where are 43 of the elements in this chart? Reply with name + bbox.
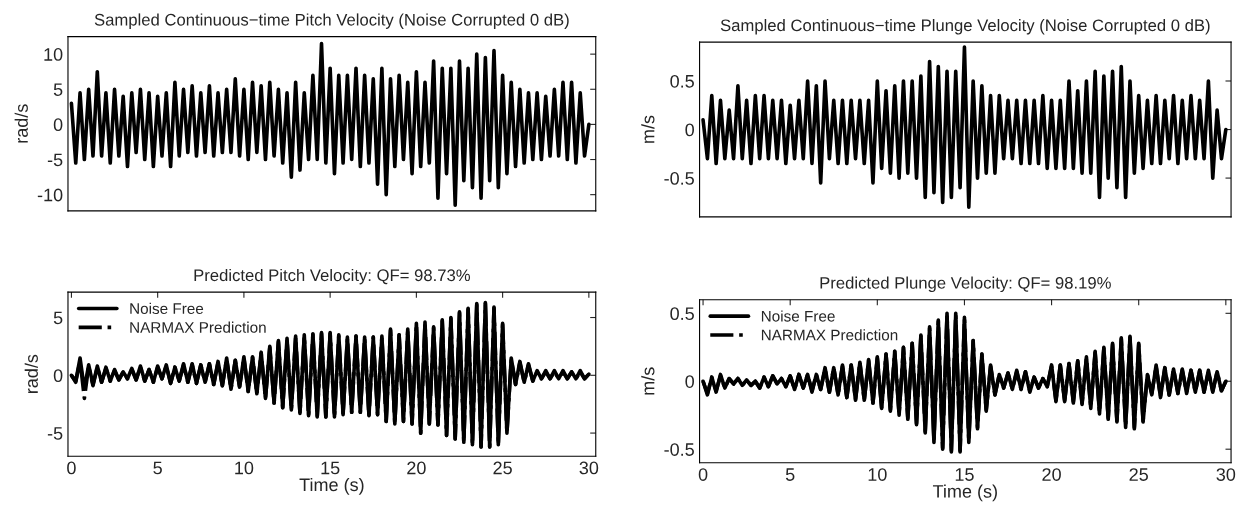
y-tick-label: -5 xyxy=(47,427,63,440)
chart-title: Predicted Pitch Velocity: QF= 98.73% xyxy=(194,268,471,285)
x-tick-label: 5 xyxy=(153,461,162,475)
x-tick-label: 15 xyxy=(321,461,340,475)
y-tick-label: 5 xyxy=(53,311,63,325)
y-tick-label: 0.5 xyxy=(670,74,694,88)
x-tick-label: 0 xyxy=(67,461,76,475)
x-tick-label: 10 xyxy=(868,468,887,481)
x-axis-title: Time (s) xyxy=(299,477,364,495)
legend-label: NARMAX Prediction xyxy=(761,329,898,341)
x-tick-label: 15 xyxy=(955,468,974,481)
chart-title: Sampled Continuous−time Plunge Velocity (Noise Corrupted 0 dB) xyxy=(720,18,1210,35)
y-axis-title: rad/s xyxy=(24,354,38,394)
y-tick-label: -5 xyxy=(47,153,63,167)
y-tick-label: -0.5 xyxy=(664,172,694,185)
y-tick-label: 10 xyxy=(44,48,63,61)
x-axis-title: Time (s) xyxy=(932,484,997,502)
x-tick-label: 5 xyxy=(785,468,795,481)
legend-label: Noise Free xyxy=(130,302,204,315)
x-tick-label: 20 xyxy=(1042,468,1061,481)
y-axis-title: rad/s xyxy=(14,104,28,143)
legend-label: Noise Free xyxy=(761,310,835,322)
y-tick-label: 0.5 xyxy=(670,307,694,321)
x-tick-label: 0 xyxy=(698,468,708,481)
x-tick-label: 25 xyxy=(1129,468,1148,481)
y-tick-label: 0 xyxy=(53,369,63,383)
chart-title: Predicted Plunge Velocity: QF= 98.19% xyxy=(820,276,1111,293)
y-axis-title: m/s xyxy=(641,367,655,395)
legend-label: NARMAX Prediction xyxy=(130,321,266,333)
x-tick-label: 30 xyxy=(579,461,599,475)
y-tick-label: 0 xyxy=(53,118,63,132)
x-tick-label: 30 xyxy=(1216,468,1236,481)
y-axis-title: m/s xyxy=(641,115,655,143)
line-series xyxy=(69,41,591,208)
chart-title: Sampled Continuous−time Pitch Velocity (Noise Corrupted 0 dB) xyxy=(94,13,569,29)
y-tick-label: 0 xyxy=(685,123,695,137)
y-tick-label: -10 xyxy=(37,188,63,202)
x-tick-label: 20 xyxy=(407,461,426,475)
y-tick-label: -0.5 xyxy=(664,443,694,456)
y-tick-label: 0 xyxy=(685,375,695,388)
x-tick-label: 10 xyxy=(235,461,254,475)
y-tick-label: 5 xyxy=(53,83,63,96)
x-tick-label: 25 xyxy=(493,461,512,475)
